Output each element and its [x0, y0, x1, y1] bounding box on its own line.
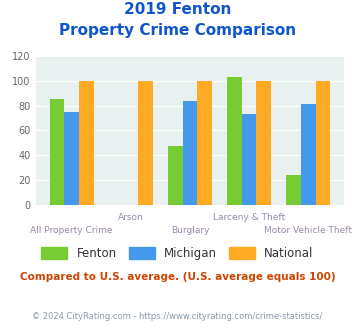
Text: All Property Crime: All Property Crime [31, 226, 113, 235]
Text: Larceny & Theft: Larceny & Theft [213, 213, 285, 222]
Text: Motor Vehicle Theft: Motor Vehicle Theft [264, 226, 352, 235]
Text: © 2024 CityRating.com - https://www.cityrating.com/crime-statistics/: © 2024 CityRating.com - https://www.city… [32, 312, 323, 321]
Bar [50, 99, 64, 205]
Bar [138, 81, 153, 205]
Text: Arson: Arson [118, 213, 144, 222]
Bar [242, 114, 256, 205]
Text: Compared to U.S. average. (U.S. average equals 100): Compared to U.S. average. (U.S. average … [20, 272, 335, 282]
Bar [286, 175, 301, 205]
Bar [316, 81, 330, 205]
Text: Burglary: Burglary [171, 226, 209, 235]
Bar [197, 81, 212, 205]
Bar [256, 81, 271, 205]
Bar [182, 101, 197, 205]
Text: Property Crime Comparison: Property Crime Comparison [59, 23, 296, 38]
Text: 2019 Fenton: 2019 Fenton [124, 2, 231, 16]
Bar [301, 104, 316, 205]
Bar [227, 77, 242, 205]
Legend: Fenton, Michigan, National: Fenton, Michigan, National [37, 242, 318, 265]
Bar [79, 81, 94, 205]
Bar [64, 112, 79, 205]
Bar [168, 147, 182, 205]
